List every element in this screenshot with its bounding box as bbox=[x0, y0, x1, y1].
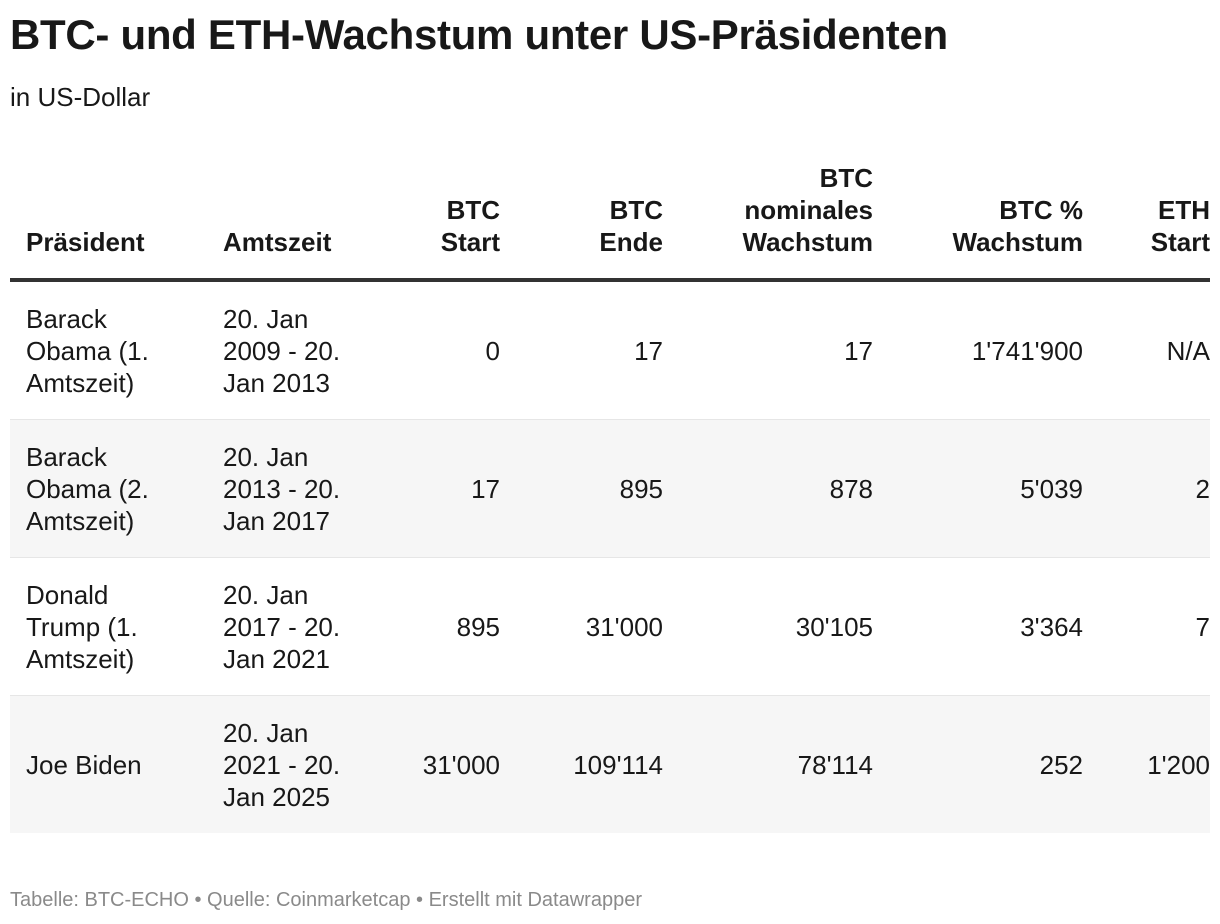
cell-btc-nominal-growth: 17 bbox=[663, 280, 873, 420]
cell-btc-percent-growth: 3'364 bbox=[873, 557, 1083, 696]
cell-term: 20. Jan 2017 - 20. Jan 2021 bbox=[207, 557, 400, 696]
cell-btc-start: 895 bbox=[400, 557, 500, 696]
cell-btc-percent-growth: 1'741'900 bbox=[873, 280, 1083, 420]
source-footer: Tabelle: BTC-ECHO • Quelle: Coinmarketca… bbox=[10, 889, 642, 911]
cell-btc-end: 31'000 bbox=[500, 557, 663, 696]
cell-eth-start: 1'200 bbox=[1083, 695, 1210, 833]
cell-president: Barack Obama (1. Amtszeit) bbox=[10, 280, 207, 420]
column-header-btc-end: BTC Ende bbox=[500, 150, 663, 282]
data-table-container: Präsident Amtszeit BTC Start BTC Ende BT… bbox=[10, 150, 1210, 833]
table-row: Donald Trump (1. Amtszeit) 20. Jan 2017 … bbox=[10, 557, 1210, 696]
cell-btc-nominal-growth: 878 bbox=[663, 419, 873, 558]
table-row: Barack Obama (2. Amtszeit) 20. Jan 2013 … bbox=[10, 419, 1210, 558]
cell-term: 20. Jan 2009 - 20. Jan 2013 bbox=[207, 280, 400, 420]
cell-btc-percent-growth: 5'039 bbox=[873, 419, 1083, 558]
table-row: Barack Obama (1. Amtszeit) 20. Jan 2009 … bbox=[10, 280, 1210, 420]
column-header-btc-percent-growth: BTC % Wachstum bbox=[873, 150, 1083, 282]
cell-btc-start: 0 bbox=[400, 280, 500, 420]
table-title: BTC- und ETH-Wachstum unter US-Präsident… bbox=[10, 11, 948, 58]
column-header-president: Präsident bbox=[10, 150, 207, 282]
cell-president: Donald Trump (1. Amtszeit) bbox=[10, 557, 207, 696]
cell-eth-start: 2 bbox=[1083, 419, 1210, 558]
cell-eth-start: 7 bbox=[1083, 557, 1210, 696]
cell-btc-end: 895 bbox=[500, 419, 663, 558]
cell-btc-percent-growth: 252 bbox=[873, 695, 1083, 833]
column-header-btc-start: BTC Start bbox=[400, 150, 500, 282]
cell-btc-nominal-growth: 78'114 bbox=[663, 695, 873, 833]
cell-btc-end: 17 bbox=[500, 280, 663, 420]
cell-btc-start: 31'000 bbox=[400, 695, 500, 833]
table-subtitle: in US-Dollar bbox=[10, 82, 151, 112]
cell-eth-start: N/A bbox=[1083, 280, 1210, 420]
cell-btc-end: 109'114 bbox=[500, 695, 663, 833]
column-header-eth-start: ETH Start bbox=[1083, 150, 1210, 282]
cell-btc-start: 17 bbox=[400, 419, 500, 558]
table-row: Joe Biden 20. Jan 2021 - 20. Jan 2025 31… bbox=[10, 695, 1210, 833]
cell-president: Joe Biden bbox=[10, 695, 207, 833]
table-header-row: Präsident Amtszeit BTC Start BTC Ende BT… bbox=[10, 150, 1210, 282]
cell-term: 20. Jan 2013 - 20. Jan 2017 bbox=[207, 419, 400, 558]
column-header-term: Amtszeit bbox=[207, 150, 400, 282]
cell-term: 20. Jan 2021 - 20. Jan 2025 bbox=[207, 695, 400, 833]
column-header-btc-nominal-growth: BTC nominales Wachstum bbox=[663, 150, 873, 282]
cell-president: Barack Obama (2. Amtszeit) bbox=[10, 419, 207, 558]
data-table: Präsident Amtszeit BTC Start BTC Ende BT… bbox=[10, 150, 1210, 833]
cell-btc-nominal-growth: 30'105 bbox=[663, 557, 873, 696]
